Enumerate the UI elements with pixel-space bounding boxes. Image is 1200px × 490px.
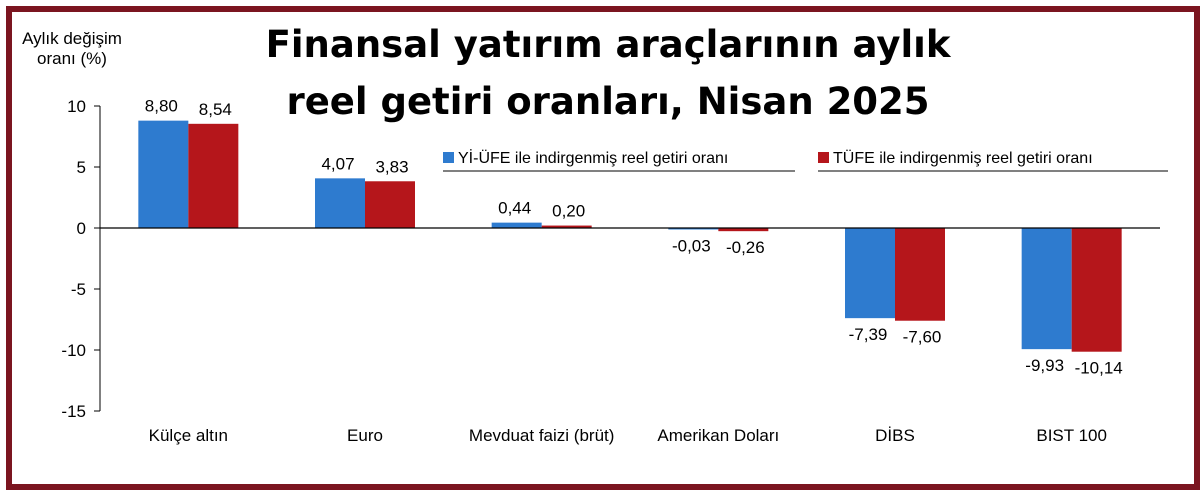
y-axis-label-line-1: Aylık değişim [22,29,122,48]
bar-s1-2 [541,225,592,228]
value-label-s0-0: 8,80 [145,97,178,116]
chart-title-line-2: reel getiri oranları, Nisan 2025 [286,80,929,123]
y-tick-label-1: 5 [77,158,86,177]
bar-s1-3 [718,228,769,232]
value-label-s1-1: 3,83 [375,157,408,176]
value-label-s0-2: 0,44 [498,199,531,218]
bar-s0-0 [138,120,189,228]
bar-s1-1 [365,181,415,228]
chart-frame [6,6,1200,490]
bar-s1-5 [1071,228,1122,352]
bar-s1-4 [895,228,945,321]
y-tick-label-0: 10 [67,97,86,116]
y-axis-label: Aylık değişim oranı (%) [22,29,122,68]
category-label-1: Euro [347,426,383,445]
y-tick-label-3: -5 [71,280,86,299]
value-label-s0-5: -9,93 [1025,356,1064,375]
value-label-s1-4: -7,60 [903,328,942,347]
bar-s0-1 [315,178,365,228]
bar-s0-5 [1021,228,1072,350]
category-label-3: Amerikan Doları [657,426,779,445]
plot-area: 10 5 0 -5 -10 -15 8,80 8,54 Külçe altın 4,07 3,83 E… [61,97,1160,445]
y-tick-label-2: 0 [77,219,86,238]
legend-swatch-0 [443,152,454,163]
legend-swatch-1 [818,152,829,163]
bar-s0-4 [845,228,895,319]
bar-s0-2 [491,222,542,228]
value-label-s0-1: 4,07 [321,154,354,173]
y-tick-label-5: -15 [61,402,86,421]
y-axis-label-line-2: oranı (%) [37,49,107,68]
value-label-s1-0: 8,54 [199,100,232,119]
value-label-s1-2: 0,20 [552,202,585,221]
chart-title: Finansal yatırım araçlarının aylık reel … [266,23,952,123]
category-label-0: Külçe altın [149,426,228,445]
value-label-s0-4: -7,39 [849,325,888,344]
category-label-2: Mevduat faizi (brüt) [469,426,615,445]
bar-s1-0 [188,123,239,228]
value-label-s1-3: -0,26 [726,238,765,257]
chart-title-line-1: Finansal yatırım araçlarının aylık [266,23,952,66]
bar-s0-3 [668,228,719,230]
legend: Yİ-ÜFE ile indirgenmiş reel getiri oranı… [443,148,1168,172]
category-label-5: BIST 100 [1036,426,1107,445]
legend-label-0: Yİ-ÜFE ile indirgenmiş reel getiri oranı [458,148,728,167]
value-label-s1-5: -10,14 [1075,359,1123,378]
value-label-s0-3: -0,03 [672,237,711,256]
y-tick-label-4: -10 [61,341,86,360]
category-label-4: DİBS [875,426,915,445]
legend-label-1: TÜFE ile indirgenmiş reel getiri oranı [833,149,1093,167]
